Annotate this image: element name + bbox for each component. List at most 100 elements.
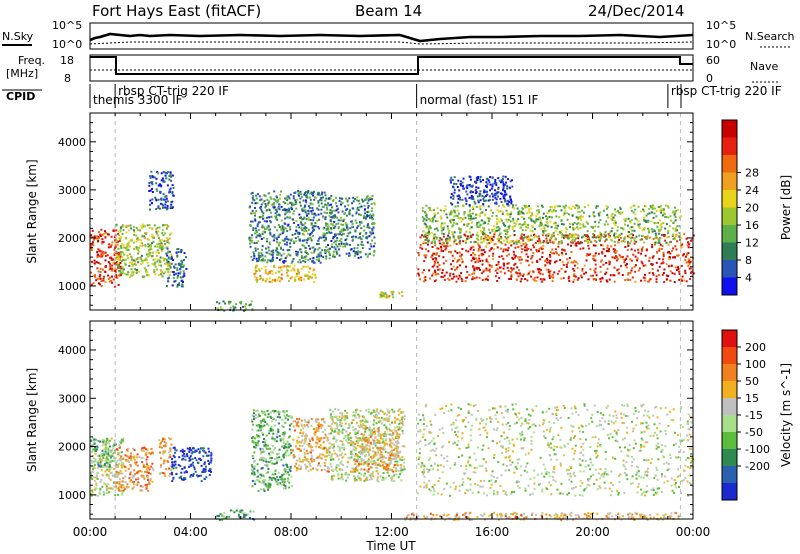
data-cell (514, 246, 517, 249)
data-cell (483, 269, 486, 272)
data-cell (565, 263, 568, 266)
data-cell (119, 227, 122, 230)
data-cell (240, 302, 243, 305)
data-cell (421, 216, 424, 219)
data-cell (129, 473, 132, 476)
data-cell (274, 199, 277, 202)
data-cell (141, 489, 144, 492)
data-cell (238, 515, 241, 518)
data-cell (601, 251, 604, 254)
data-cell (629, 227, 632, 230)
data-cell (599, 237, 602, 240)
data-cell (373, 223, 376, 226)
data-cell (104, 230, 106, 233)
data-cell (280, 257, 283, 260)
data-cell (583, 234, 586, 236)
data-cell (271, 258, 274, 261)
data-cell (373, 201, 376, 204)
data-cell (295, 225, 298, 228)
data-cell (643, 226, 646, 229)
data-cell (460, 277, 463, 280)
data-cell (497, 263, 500, 266)
data-cell (121, 480, 124, 483)
data-cell (363, 204, 366, 207)
data-cell (359, 214, 362, 216)
data-cell (340, 200, 343, 203)
data-cell (471, 212, 474, 215)
data-cell (310, 276, 313, 279)
data-cell (313, 249, 316, 252)
data-cell (317, 226, 320, 228)
data-cell (304, 222, 307, 225)
data-cell (354, 230, 357, 233)
data-cell (504, 224, 507, 227)
data-cell (449, 179, 452, 181)
data-cell (145, 453, 148, 456)
data-cell (164, 206, 167, 209)
data-cell (337, 227, 340, 230)
data-cell (99, 456, 102, 459)
data-cell (287, 418, 290, 421)
data-cell (189, 447, 191, 450)
data-cell (128, 461, 130, 463)
data-cell (644, 219, 647, 222)
data-cell (465, 230, 468, 233)
data-cell (613, 236, 616, 239)
data-cell (634, 217, 637, 220)
data-cell (601, 244, 604, 247)
data-cell (260, 410, 263, 413)
data-cell (145, 253, 148, 256)
data-cell (468, 175, 471, 178)
data-cell (593, 236, 596, 239)
data-cell (591, 274, 594, 277)
data-cell (575, 242, 578, 245)
data-cell (542, 230, 545, 233)
data-cell (590, 240, 592, 243)
data-cell (585, 221, 588, 224)
data-cell (662, 253, 665, 256)
data-cell (150, 244, 153, 247)
data-cell (583, 272, 586, 275)
data-cell (157, 205, 160, 208)
data-cell (582, 223, 585, 226)
data-cell (250, 220, 252, 223)
data-cell (296, 231, 299, 234)
data-cell (361, 247, 364, 250)
data-cell (465, 190, 468, 193)
data-cell (502, 267, 505, 270)
data-cell (351, 222, 354, 225)
data-cell (594, 225, 597, 228)
data-cell (689, 260, 692, 263)
data-cell (510, 273, 513, 276)
data-cell (336, 239, 339, 242)
data-cell (493, 243, 496, 246)
data-cell (323, 234, 326, 237)
data-cell (157, 172, 160, 175)
data-cell (502, 197, 505, 200)
data-cell (111, 264, 114, 267)
data-cell (496, 191, 499, 194)
data-cell (184, 477, 187, 480)
data-cell (367, 223, 370, 226)
data-cell (546, 235, 549, 238)
data-cell (93, 235, 96, 238)
data-cell (486, 193, 489, 196)
data-cell (511, 256, 514, 259)
colorbar-tick-label: 24 (745, 184, 759, 197)
data-cell (333, 216, 336, 219)
data-cell (159, 190, 162, 193)
data-cell (563, 212, 566, 215)
data-cell (500, 181, 502, 184)
data-cell (284, 227, 287, 230)
data-cell (295, 250, 298, 253)
data-cell (502, 195, 505, 198)
data-cell (423, 217, 426, 220)
data-cell (450, 263, 453, 266)
data-cell (271, 235, 274, 238)
data-cell (255, 257, 258, 260)
data-cell (274, 280, 276, 283)
data-cell (113, 269, 116, 272)
data-cell (275, 217, 278, 220)
data-cell (488, 269, 491, 272)
data-cell (327, 202, 330, 205)
